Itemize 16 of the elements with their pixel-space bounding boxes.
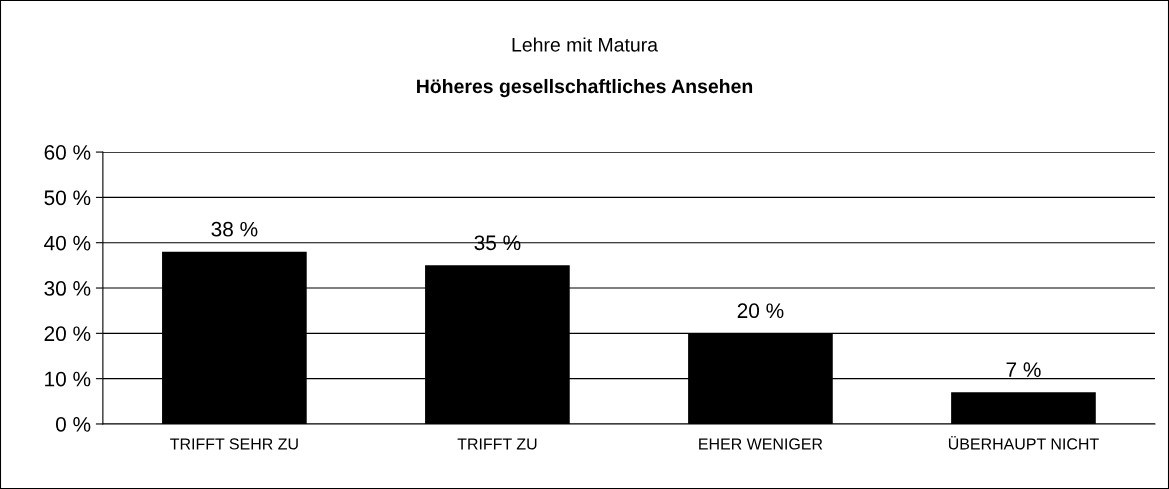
chart-title: Lehre mit Matura (512, 37, 658, 52)
y-tick-label: 40 % (44, 235, 91, 251)
y-tick-label: 20 % (44, 326, 91, 342)
data-label: 38 % (211, 221, 258, 237)
y-tick-label: 10 % (45, 371, 91, 387)
x-tick-label: ÜBERHAUPT NICHT (948, 436, 1099, 450)
x-tick-label: TRIFFT SEHR ZU (170, 438, 298, 450)
y-tick-label: 50 % (44, 190, 91, 206)
y-tick-label: 30 % (44, 281, 91, 296)
y-tick-label: 0 % (55, 416, 91, 432)
data-label: 7 % (1006, 362, 1041, 377)
x-tick-label: TRIFFT ZU (457, 438, 537, 450)
x-tick-label: EHER WENIGER (699, 438, 823, 450)
y-tick-label: 60 % (44, 145, 91, 160)
chart-subtitle: Höheres gesellschaftliches Ansehen (417, 78, 753, 98)
data-label: 20 % (737, 303, 784, 319)
